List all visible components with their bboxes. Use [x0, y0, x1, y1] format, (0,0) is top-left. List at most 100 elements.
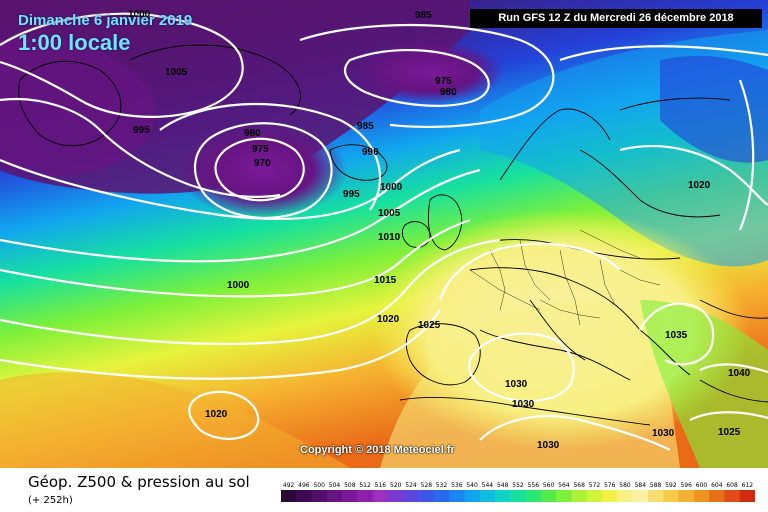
- low-center-region: [177, 122, 347, 218]
- scale-label: 556: [528, 482, 540, 489]
- scale-label: 576: [604, 482, 616, 489]
- isobar-label: 995: [343, 189, 360, 200]
- scale-swatch: [724, 490, 740, 502]
- scale-swatch: [602, 490, 618, 502]
- model-run-banner: Run GFS 12 Z du Mercredi 26 décembre 201…: [470, 9, 762, 28]
- isobar-label: 1030: [652, 428, 675, 439]
- isobar-labels: 985 1000 1005 975 980 995 980 975 970 98…: [128, 9, 751, 451]
- scale-label: 516: [375, 482, 387, 489]
- scale-label: 596: [680, 482, 692, 489]
- scale-swatch: [617, 490, 633, 502]
- scale-swatch: [479, 490, 496, 502]
- copyright-notice: Copyright © 2018 Meteociel.fr: [300, 444, 455, 456]
- scale-label: 540: [466, 482, 478, 489]
- scale-swatch: [296, 490, 312, 502]
- scale-label: 600: [696, 482, 708, 489]
- isobar-label: 1025: [718, 427, 741, 438]
- scale-swatch: [326, 490, 343, 502]
- scale-label: 496: [298, 482, 310, 489]
- scale-label: 548: [497, 482, 509, 489]
- scale-swatch: [739, 490, 755, 502]
- color-scale: 492 496 500 504 508 512 516 520 524 528 532 536 540 5…: [281, 482, 755, 502]
- isobar-label: 1030: [505, 379, 528, 390]
- scale-swatch: [556, 490, 572, 502]
- scale-label: 508: [344, 482, 356, 489]
- isobar-label: 970: [254, 158, 271, 169]
- scale-swatch: [571, 490, 588, 502]
- scale-label: 544: [482, 482, 494, 489]
- scale-swatch: [678, 490, 695, 502]
- scale-swatch: [449, 490, 465, 502]
- isobar-label: 1000: [227, 280, 250, 291]
- scale-swatch: [510, 490, 526, 502]
- scale-label: 532: [436, 482, 448, 489]
- scale-swatch: [403, 490, 419, 502]
- geopotential-map: 985 1000 1005 975 980 995 980 975 970 98…: [0, 0, 768, 468]
- isobars: [0, 12, 768, 451]
- scale-label: 584: [635, 482, 647, 489]
- scale-label: 524: [405, 482, 417, 489]
- scale-swatch: [693, 490, 710, 502]
- isobar-label: 1040: [728, 368, 751, 379]
- borders: [469, 229, 661, 326]
- scale-swatch: [342, 490, 358, 502]
- legend-footer: Géop. Z500 & pression au sol (+ 252h) 49…: [0, 468, 768, 512]
- scale-swatch: [357, 490, 374, 502]
- isobar-label: 1005: [165, 67, 188, 78]
- isobar-label: 1000: [128, 9, 151, 20]
- scale-label: 608: [726, 482, 738, 489]
- scale-swatch: [495, 490, 511, 502]
- scale-swatch: [525, 490, 542, 502]
- isobar-label: 1010: [378, 232, 401, 243]
- isobar-label: 990: [362, 147, 379, 158]
- scale-swatch: [281, 490, 297, 502]
- isobar-label: 1020: [688, 180, 711, 191]
- scale-swatch: [388, 490, 404, 502]
- isobar-label: 1000: [380, 182, 403, 193]
- scale-label: 504: [329, 482, 341, 489]
- scale-swatch: [464, 490, 481, 502]
- isobar-label: 1025: [418, 320, 441, 331]
- forecast-lead-time: (+ 252h): [28, 495, 73, 506]
- scale-label: 592: [665, 482, 677, 489]
- scale-label: 580: [619, 482, 631, 489]
- isobar-label: 985: [357, 121, 374, 132]
- forecast-time: 1:00 locale: [18, 30, 131, 55]
- scale-label: 612: [742, 482, 754, 489]
- isobar-label: 980: [244, 128, 261, 139]
- forecast-date: Dimanche 6 janvier 2019: [18, 12, 193, 29]
- scale-label: 564: [558, 482, 570, 489]
- isobar-label: 975: [435, 76, 452, 87]
- scale-swatch: [372, 490, 389, 502]
- isobar-label: 975: [252, 144, 269, 155]
- isobar-label: 1035: [665, 330, 688, 341]
- scale-label: 588: [650, 482, 662, 489]
- isobar-label: 1005: [378, 208, 401, 219]
- scale-swatch: [418, 490, 435, 502]
- isobar-label: 980: [440, 87, 457, 98]
- scale-label: 572: [589, 482, 601, 489]
- isobar-label: 1020: [377, 314, 400, 325]
- scale-swatch: [586, 490, 603, 502]
- scale-swatch: [663, 490, 679, 502]
- scale-label: 560: [543, 482, 555, 489]
- scale-label: 520: [390, 482, 402, 489]
- scale-swatch: [632, 490, 649, 502]
- isobar-label: 1030: [537, 440, 560, 451]
- scale-swatch: [540, 490, 557, 502]
- scale-swatch: [648, 490, 664, 502]
- scale-label: 500: [313, 482, 325, 489]
- scale-swatch: [709, 490, 725, 502]
- isobar-label: 1015: [374, 275, 397, 286]
- scale-label: 536: [451, 482, 463, 489]
- scale-label: 492: [283, 482, 295, 489]
- scale-label: 528: [421, 482, 433, 489]
- scale-swatch: [433, 490, 450, 502]
- scale-label: 568: [573, 482, 585, 489]
- scale-label: 552: [512, 482, 524, 489]
- isobar-label: 1020: [205, 409, 228, 420]
- product-title: Géop. Z500 & pression au sol: [28, 473, 250, 491]
- isobar-label: 985: [415, 10, 432, 21]
- scale-label: 512: [359, 482, 371, 489]
